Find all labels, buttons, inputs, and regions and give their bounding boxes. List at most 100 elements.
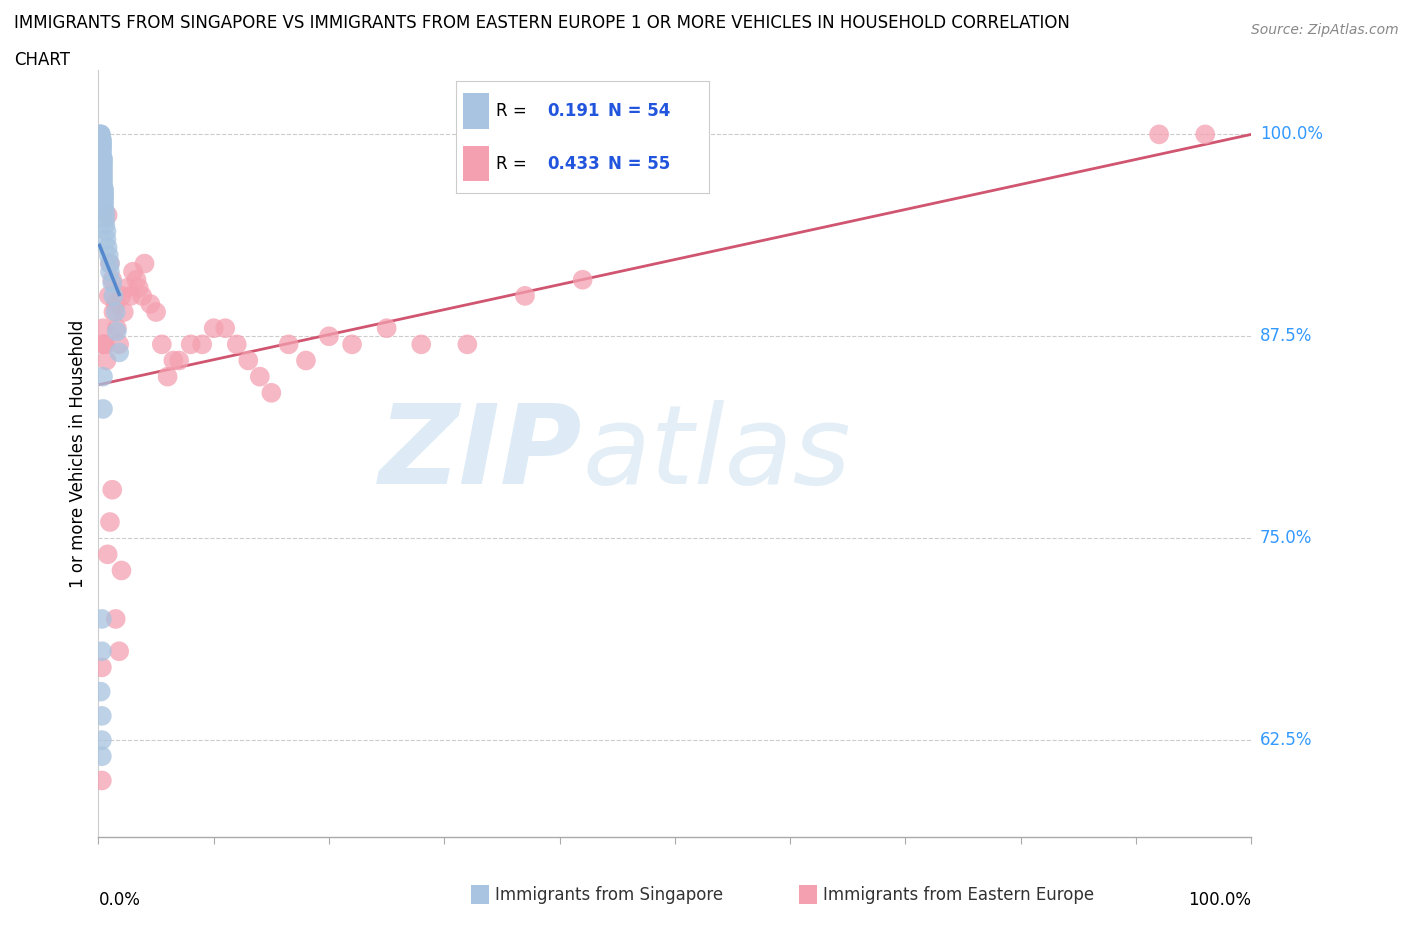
Point bbox=[260, 385, 283, 400]
Text: atlas: atlas bbox=[582, 400, 851, 507]
Point bbox=[91, 163, 114, 178]
Point bbox=[90, 130, 112, 145]
Point bbox=[375, 321, 398, 336]
Point bbox=[411, 337, 433, 352]
Point bbox=[90, 773, 112, 788]
Point bbox=[125, 272, 148, 287]
Point bbox=[93, 188, 115, 203]
Point bbox=[96, 224, 118, 239]
Point bbox=[90, 139, 112, 153]
Point bbox=[108, 337, 131, 352]
Point bbox=[94, 211, 117, 226]
Point bbox=[105, 324, 128, 339]
Point bbox=[108, 644, 131, 658]
Point bbox=[93, 185, 115, 200]
Point bbox=[202, 321, 225, 336]
Point bbox=[1147, 126, 1170, 141]
Point bbox=[98, 514, 121, 529]
Point bbox=[295, 353, 318, 368]
Point bbox=[105, 321, 128, 336]
Text: Source: ZipAtlas.com: Source: ZipAtlas.com bbox=[1251, 23, 1399, 37]
Point bbox=[90, 709, 112, 724]
Point bbox=[98, 264, 121, 279]
Point bbox=[128, 280, 150, 295]
Point bbox=[90, 612, 112, 627]
Point bbox=[108, 345, 131, 360]
Point bbox=[91, 152, 114, 166]
Point bbox=[104, 297, 127, 312]
Point bbox=[110, 563, 132, 578]
Point bbox=[214, 321, 236, 336]
Point bbox=[90, 150, 112, 165]
Point bbox=[90, 126, 112, 141]
Point bbox=[97, 207, 120, 222]
Point bbox=[104, 612, 127, 627]
Point bbox=[101, 483, 124, 498]
Point bbox=[145, 305, 167, 320]
Point bbox=[90, 135, 112, 150]
Text: CHART: CHART bbox=[14, 51, 70, 69]
Point bbox=[90, 749, 112, 764]
Point bbox=[191, 337, 214, 352]
Point bbox=[167, 353, 190, 368]
Text: 100.0%: 100.0% bbox=[1188, 891, 1251, 909]
Point bbox=[93, 200, 115, 215]
Point bbox=[91, 179, 114, 193]
Point bbox=[456, 337, 478, 352]
Point bbox=[90, 148, 112, 163]
Point bbox=[180, 337, 202, 352]
Point bbox=[90, 143, 112, 158]
Point bbox=[97, 248, 120, 263]
Point bbox=[93, 182, 115, 197]
Point bbox=[103, 288, 125, 303]
Point bbox=[238, 353, 260, 368]
Point bbox=[91, 172, 114, 187]
Point bbox=[120, 288, 142, 303]
Point bbox=[134, 256, 156, 271]
Point bbox=[90, 132, 112, 147]
Point bbox=[90, 733, 112, 748]
Point bbox=[94, 337, 117, 352]
Point bbox=[91, 166, 114, 180]
Point bbox=[91, 176, 114, 191]
Point bbox=[91, 156, 114, 171]
Point bbox=[91, 159, 114, 174]
Point bbox=[98, 256, 121, 271]
Point bbox=[90, 660, 112, 675]
Point bbox=[101, 272, 124, 287]
Y-axis label: 1 or more Vehicles in Household: 1 or more Vehicles in Household bbox=[69, 319, 87, 588]
Point bbox=[225, 337, 247, 352]
Text: 87.5%: 87.5% bbox=[1260, 327, 1312, 345]
Point bbox=[513, 288, 536, 303]
Point bbox=[98, 256, 121, 271]
Point bbox=[90, 126, 112, 141]
Point bbox=[112, 305, 135, 320]
Point bbox=[249, 369, 271, 384]
Point bbox=[90, 684, 112, 699]
Point bbox=[90, 133, 112, 148]
Text: IMMIGRANTS FROM SINGAPORE VS IMMIGRANTS FROM EASTERN EUROPE 1 OR MORE VEHICLES I: IMMIGRANTS FROM SINGAPORE VS IMMIGRANTS … bbox=[14, 14, 1070, 32]
Text: Immigrants from Singapore: Immigrants from Singapore bbox=[495, 885, 723, 904]
Point bbox=[94, 205, 117, 219]
Point bbox=[96, 232, 118, 246]
Point bbox=[93, 194, 115, 209]
Point bbox=[91, 337, 114, 352]
Point bbox=[110, 288, 132, 303]
Point bbox=[97, 547, 120, 562]
Point bbox=[162, 353, 184, 368]
Text: 62.5%: 62.5% bbox=[1260, 731, 1312, 749]
Point bbox=[91, 153, 114, 167]
Point bbox=[277, 337, 299, 352]
Point bbox=[91, 169, 114, 184]
Point bbox=[150, 337, 173, 352]
Point bbox=[90, 126, 112, 141]
Point bbox=[1194, 126, 1216, 141]
Point bbox=[122, 264, 145, 279]
Point bbox=[93, 337, 115, 352]
Text: 100.0%: 100.0% bbox=[1260, 126, 1323, 143]
Point bbox=[90, 132, 112, 147]
Point bbox=[97, 240, 120, 255]
Text: Immigrants from Eastern Europe: Immigrants from Eastern Europe bbox=[823, 885, 1094, 904]
Text: ZIP: ZIP bbox=[380, 400, 582, 507]
Point bbox=[94, 218, 117, 232]
